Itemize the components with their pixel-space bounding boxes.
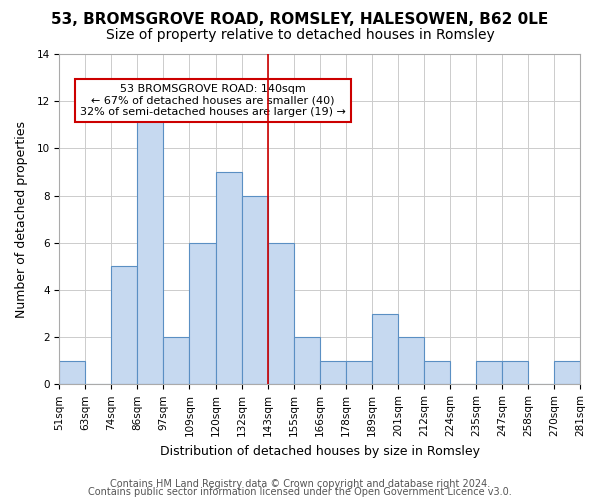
X-axis label: Distribution of detached houses by size in Romsley: Distribution of detached houses by size …	[160, 444, 479, 458]
Text: Contains HM Land Registry data © Crown copyright and database right 2024.: Contains HM Land Registry data © Crown c…	[110, 479, 490, 489]
Bar	[242, 196, 268, 384]
Bar	[476, 360, 502, 384]
Bar	[320, 360, 346, 384]
Text: 53 BROMSGROVE ROAD: 140sqm
← 67% of detached houses are smaller (40)
32% of semi: 53 BROMSGROVE ROAD: 140sqm ← 67% of deta…	[80, 84, 346, 117]
Bar	[215, 172, 242, 384]
Bar	[190, 243, 215, 384]
Bar	[554, 360, 580, 384]
Y-axis label: Number of detached properties: Number of detached properties	[15, 120, 28, 318]
Bar	[293, 337, 320, 384]
Bar	[137, 101, 163, 384]
Bar	[372, 314, 398, 384]
Bar	[502, 360, 528, 384]
Bar	[112, 266, 137, 384]
Bar	[424, 360, 450, 384]
Text: 53, BROMSGROVE ROAD, ROMSLEY, HALESOWEN, B62 0LE: 53, BROMSGROVE ROAD, ROMSLEY, HALESOWEN,…	[52, 12, 548, 28]
Bar	[268, 243, 293, 384]
Bar	[346, 360, 372, 384]
Bar	[398, 337, 424, 384]
Text: Contains public sector information licensed under the Open Government Licence v3: Contains public sector information licen…	[88, 487, 512, 497]
Text: Size of property relative to detached houses in Romsley: Size of property relative to detached ho…	[106, 28, 494, 42]
Bar	[59, 360, 85, 384]
Bar	[163, 337, 190, 384]
